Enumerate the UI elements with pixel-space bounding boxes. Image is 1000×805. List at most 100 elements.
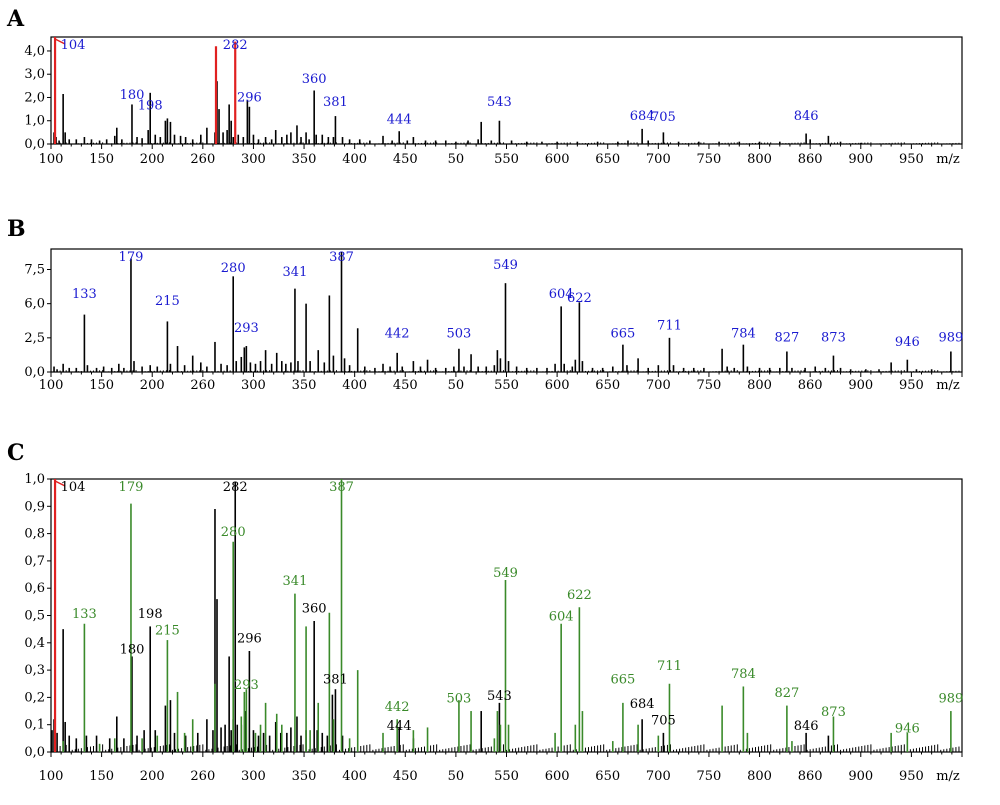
peak-label: 684 <box>630 109 655 124</box>
x-tick-label: 750 <box>697 378 722 393</box>
x-tick-label: 50 <box>448 769 465 784</box>
peak-label: 198 <box>138 99 163 114</box>
x-tick-label: 860 <box>798 769 823 784</box>
peak-label: 179 <box>119 480 144 495</box>
x-tick-label: 350 <box>292 769 317 784</box>
peak-label: 604 <box>549 287 574 302</box>
x-tick-label: 950 <box>899 378 924 393</box>
y-tick-label: 1,0 <box>24 114 45 129</box>
peak-label: 622 <box>567 588 592 603</box>
peak-label: 280 <box>221 525 246 540</box>
peak-label: 873 <box>821 331 846 346</box>
y-tick-label: 3,0 <box>24 67 45 82</box>
peak-label: 282 <box>223 480 248 495</box>
x-tick-label: 200 <box>140 769 165 784</box>
x-tick-label: 200 <box>140 152 165 167</box>
peak-label: 180 <box>120 642 145 657</box>
peak-label: 784 <box>731 327 756 342</box>
peak-label: 989 <box>938 331 963 346</box>
peak-label: 442 <box>385 700 410 715</box>
x-tick-label: 550 <box>494 378 519 393</box>
x-tick-label: 400 <box>342 152 367 167</box>
peak-label: 543 <box>487 95 512 110</box>
y-tick-label: 0,0 <box>24 365 45 380</box>
x-tick-label: 400 <box>342 378 367 393</box>
x-tick-label: 150 <box>89 152 114 167</box>
x-tick-label: 300 <box>241 769 266 784</box>
panel-letter: A <box>6 6 25 32</box>
x-tick-label: 800 <box>747 769 772 784</box>
x-tick-label: 350 <box>292 378 317 393</box>
highlight-marker <box>54 480 66 487</box>
peak-label: 543 <box>487 689 512 704</box>
x-tick-label: 800 <box>747 378 772 393</box>
x-tick-label: 50 <box>448 152 465 167</box>
y-tick-label: 6,0 <box>24 297 45 312</box>
peak-label: 442 <box>385 327 410 342</box>
x-tick-label: 600 <box>545 378 570 393</box>
peak-label: 296 <box>237 632 262 647</box>
panel-a: A 100 150 200 260 300 350 400 450 50 550 600 650 700 7… <box>6 6 963 167</box>
peak-label: 180 <box>120 88 145 103</box>
y-tick-label: 7,5 <box>24 263 45 278</box>
y-tick-label: 0,2 <box>24 690 45 705</box>
peak-label: 280 <box>221 261 246 276</box>
peak-label: 133 <box>72 287 97 302</box>
y-tick-label: 4,0 <box>24 44 45 59</box>
peak-label: 444 <box>387 113 412 128</box>
peak-label: 665 <box>610 327 635 342</box>
y-tick-label: 0,3 <box>24 663 45 678</box>
x-tick-label: 900 <box>848 152 873 167</box>
x-tick-label: 100 <box>39 378 64 393</box>
peak-label: 341 <box>283 574 308 589</box>
plot-frame <box>50 36 963 145</box>
y-tick-label: 0,1 <box>24 718 45 733</box>
x-tick-label: 450 <box>393 769 418 784</box>
peak-label: 215 <box>155 294 180 309</box>
peak-label: 549 <box>493 566 518 581</box>
y-tick-label: 0,5 <box>24 609 45 624</box>
x-tick-label: 860 <box>798 378 823 393</box>
peak-label: 381 <box>323 95 348 110</box>
panel-letter: B <box>7 216 26 242</box>
x-tick-label: 550 <box>494 152 519 167</box>
x-tick-label: 900 <box>848 769 873 784</box>
highlight-marker <box>54 38 66 45</box>
peak-label: 360 <box>302 72 327 87</box>
x-tick-label: 260 <box>190 152 215 167</box>
peak-label: 665 <box>610 672 635 687</box>
peak-label: 387 <box>329 480 354 495</box>
y-tick-label: 0,7 <box>24 554 45 569</box>
x-tick-label: 600 <box>545 152 570 167</box>
x-tick-label: 450 <box>393 152 418 167</box>
x-tick-label: 950 <box>899 769 924 784</box>
peak-label: 341 <box>283 265 308 280</box>
peak-label: 296 <box>237 90 262 105</box>
peak-label: 711 <box>657 318 682 333</box>
peak-label: 381 <box>323 672 348 687</box>
x-tick-label: 650 <box>595 378 620 393</box>
peak-label: 705 <box>651 110 676 125</box>
peak-label: 946 <box>895 722 920 737</box>
peak-label: 946 <box>895 335 920 350</box>
y-tick-label: 0,6 <box>24 581 45 596</box>
y-tick-label: 0,4 <box>24 636 45 651</box>
peak-label: 104 <box>61 38 86 53</box>
peak-label: 846 <box>794 719 819 734</box>
x-axis-unit: m/z <box>936 152 960 167</box>
x-tick-label: 700 <box>646 769 671 784</box>
x-tick-label: 260 <box>190 378 215 393</box>
x-tick-label: 750 <box>697 769 722 784</box>
y-tick-label: 1,0 <box>24 472 45 487</box>
x-tick-label: 200 <box>140 378 165 393</box>
y-tick-label: 0,0 <box>24 137 45 152</box>
x-tick-label: 350 <box>292 152 317 167</box>
peak-label: 684 <box>630 697 655 712</box>
x-tick-label: 450 <box>393 378 418 393</box>
x-tick-label: 400 <box>342 769 367 784</box>
y-tick-label: 0,8 <box>24 527 45 542</box>
panel-c: C 100 150 200 260 300 350 400 450 50 550 600 650 700 7… <box>7 440 963 784</box>
peak-label: 179 <box>119 250 144 265</box>
peak-label: 711 <box>657 659 682 674</box>
